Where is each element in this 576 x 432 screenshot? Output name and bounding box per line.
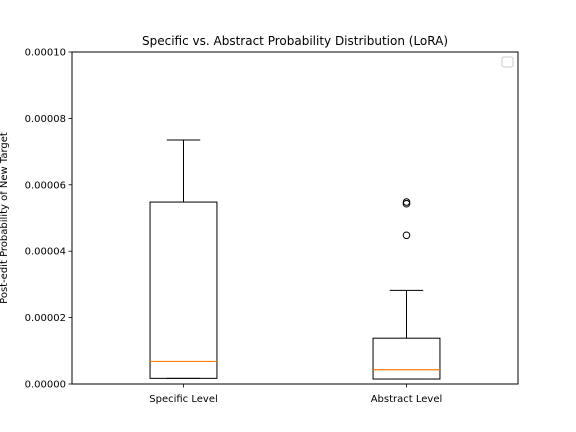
y-axis-label: Post-edit Probability of New Target (0, 132, 10, 304)
x-tick-label: Abstract Level (371, 394, 443, 405)
y-tick-label: 0.00010 (25, 48, 66, 59)
plot-frame (71, 51, 519, 385)
box-group-abstract (372, 198, 441, 380)
legend-box (501, 56, 514, 68)
y-axis: 0.00000 0.00002 0.00004 0.00006 0.00008 0.000… (25, 48, 72, 391)
y-tick-label: 0.00006 (25, 180, 66, 191)
y-tick-label: 0.00000 (25, 380, 66, 391)
box-iqr (372, 337, 441, 380)
box-iqr (149, 201, 218, 379)
y-tick-label: 0.00008 (25, 114, 66, 125)
x-tick-label: Specific Level (149, 394, 218, 405)
box-group-specific (149, 139, 218, 379)
chart-title: Specific vs. Abstract Probability Distri… (142, 34, 448, 48)
x-axis: Specific Level Abstract Level (149, 384, 442, 405)
y-tick-label: 0.00002 (25, 313, 66, 324)
y-tick-label: 0.00004 (25, 247, 66, 258)
plot-area (149, 139, 441, 380)
outlier-point (402, 231, 411, 240)
outlier-point (402, 198, 411, 206)
